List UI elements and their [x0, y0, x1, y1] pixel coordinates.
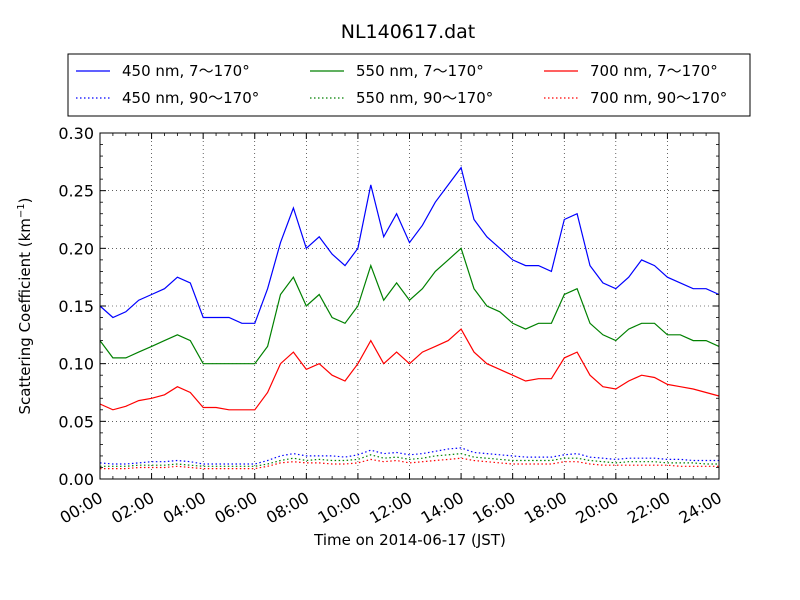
y-axis-label: Scattering Coefficient (km−1): [16, 197, 34, 414]
x-tick-label: 02:00: [108, 488, 157, 528]
x-tick-label: 20:00: [572, 488, 621, 528]
y-tick-label: 0.05: [58, 412, 94, 431]
legend-label: 450 nm, 7～170°: [122, 62, 250, 80]
x-tick-label: 00:00: [57, 488, 106, 528]
grid: [100, 133, 719, 479]
y-axis-label-main: Scattering Coefficient (km: [16, 218, 34, 414]
series-line-0: [99, 166, 720, 324]
legend-label: 700 nm, 7～170°: [590, 62, 718, 80]
y-tick-label: 0.10: [58, 355, 94, 374]
x-tick-label: 16:00: [469, 488, 518, 528]
y-tick-label: 0.15: [58, 297, 94, 316]
x-tick-label: 14:00: [418, 488, 467, 528]
legend: 450 nm, 7～170° 550 nm, 7～170° 700 nm, 7～17…: [67, 53, 751, 117]
legend-label: 550 nm, 90～170°: [356, 89, 493, 107]
legend-frame: [67, 53, 751, 117]
y-axis-label-sup: −1: [16, 203, 27, 218]
y-tick-label: 0.20: [58, 239, 94, 258]
x-tick-label: 12:00: [366, 488, 415, 528]
series-line-4: [100, 452, 719, 467]
x-tick-labels: 00:00 02:00 04:00 06:00 08:00 10:00 12:00 14:00…: [57, 488, 725, 528]
ticks: [99, 132, 720, 480]
series-group: [99, 166, 720, 470]
y-tick-label: 0.00: [58, 470, 94, 489]
x-tick-label: 24:00: [676, 488, 725, 528]
x-tick-label: 04:00: [160, 488, 209, 528]
x-axis-label: Time on 2014-06-17 (JST): [313, 531, 506, 549]
y-tick-label: 0.25: [58, 182, 94, 201]
y-tick-labels: 0.00 0.05 0.10 0.15 0.20 0.25 0.30: [58, 124, 94, 489]
legend-label: 550 nm, 7～170°: [356, 62, 484, 80]
x-tick-label: 08:00: [263, 488, 312, 528]
legend-label: 700 nm, 90～170°: [590, 89, 727, 107]
x-tick-label: 18:00: [521, 488, 570, 528]
y-axis-label-end: ): [16, 197, 34, 203]
legend-items: 450 nm, 7～170° 550 nm, 7～170° 700 nm, 7～17…: [76, 62, 727, 107]
chart-title: NL140617.dat: [341, 21, 476, 43]
y-tick-label: 0.30: [58, 124, 94, 143]
series-line-3: [99, 447, 719, 465]
legend-label: 450 nm, 90～170°: [122, 89, 259, 107]
series-line-2: [99, 328, 720, 411]
x-tick-label: 06:00: [211, 488, 260, 528]
x-tick-label: 22:00: [624, 488, 673, 528]
series-line-1: [99, 247, 720, 365]
x-tick-label: 10:00: [314, 488, 363, 528]
